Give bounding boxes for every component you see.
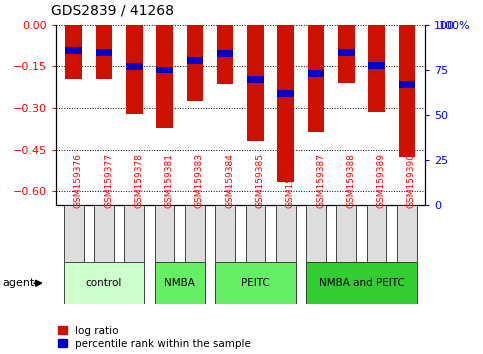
Text: GSM159385: GSM159385 <box>256 153 264 208</box>
Bar <box>367 205 386 262</box>
Bar <box>155 262 205 304</box>
Text: control: control <box>86 278 122 288</box>
Text: GSM159389: GSM159389 <box>377 153 385 208</box>
Text: agent: agent <box>2 278 35 288</box>
Bar <box>276 205 296 262</box>
Bar <box>155 205 174 262</box>
Bar <box>65 25 82 79</box>
Bar <box>308 70 325 78</box>
Bar <box>397 205 417 262</box>
Bar <box>368 25 385 112</box>
Bar <box>247 25 264 142</box>
Text: GSM159376: GSM159376 <box>74 153 83 208</box>
Bar <box>156 25 173 127</box>
Bar <box>186 57 203 64</box>
Text: GSM159388: GSM159388 <box>346 153 355 208</box>
Legend: log ratio, percentile rank within the sample: log ratio, percentile rank within the sa… <box>58 326 251 349</box>
Text: GSM159377: GSM159377 <box>104 153 113 208</box>
Bar <box>126 25 142 114</box>
Text: PEITC: PEITC <box>241 278 270 288</box>
Text: GSM159383: GSM159383 <box>195 153 204 208</box>
Bar <box>306 205 326 262</box>
Bar <box>337 205 356 262</box>
Bar <box>126 63 142 70</box>
Bar <box>277 25 294 182</box>
Text: NMBA and PEITC: NMBA and PEITC <box>319 278 404 288</box>
Bar <box>215 262 296 304</box>
Bar <box>65 47 82 54</box>
Bar <box>245 205 265 262</box>
Text: GSM159386: GSM159386 <box>286 153 295 208</box>
Bar <box>186 25 203 101</box>
Bar <box>368 62 385 69</box>
Bar <box>185 205 205 262</box>
Bar <box>398 81 415 88</box>
Text: GSM159378: GSM159378 <box>134 153 143 208</box>
Bar <box>338 25 355 83</box>
Bar <box>398 25 415 157</box>
Text: GSM159390: GSM159390 <box>407 153 416 208</box>
Bar <box>64 262 144 304</box>
Text: GSM159384: GSM159384 <box>225 153 234 208</box>
Bar <box>64 205 84 262</box>
Bar <box>306 262 417 304</box>
Bar <box>96 25 113 79</box>
Bar <box>96 49 113 56</box>
Bar <box>217 50 233 57</box>
Bar <box>94 205 114 262</box>
Bar <box>277 90 294 97</box>
Bar <box>247 76 264 83</box>
Text: GDS2839 / 41268: GDS2839 / 41268 <box>51 4 174 18</box>
Bar <box>217 25 233 85</box>
Bar <box>156 67 173 74</box>
Bar <box>308 25 325 132</box>
Text: NMBA: NMBA <box>164 278 195 288</box>
Text: GSM159387: GSM159387 <box>316 153 325 208</box>
Y-axis label: 100%: 100% <box>439 21 470 31</box>
Bar <box>338 49 355 56</box>
Bar <box>215 205 235 262</box>
Bar <box>125 205 144 262</box>
Text: GSM159381: GSM159381 <box>165 153 173 208</box>
